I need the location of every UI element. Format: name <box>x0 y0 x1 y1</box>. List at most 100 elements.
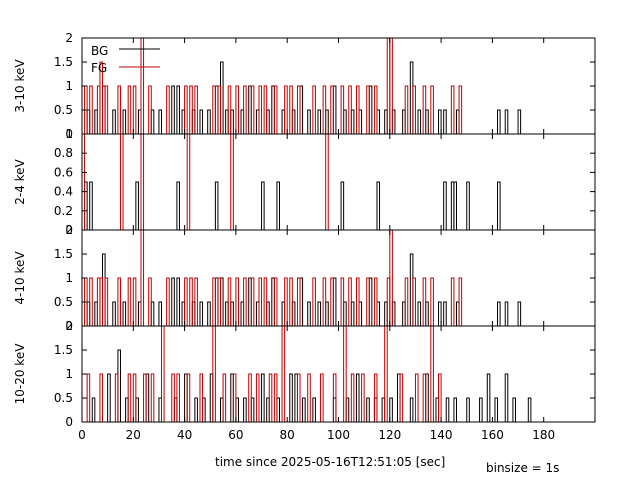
bin-fg <box>399 373 404 422</box>
y-tick-label: 0.5 <box>54 391 73 405</box>
bin-fg <box>89 85 93 134</box>
bin-bg <box>504 109 509 134</box>
bin-bg <box>438 301 442 326</box>
bin-fg <box>330 85 334 134</box>
bin-fg <box>284 277 288 326</box>
y-tick-label: 1 <box>65 367 73 381</box>
bin-bg <box>317 301 322 326</box>
bin-fg <box>450 85 455 134</box>
bin-fg <box>189 85 193 134</box>
bin-fg <box>140 37 145 134</box>
x-tick-label: 20 <box>126 428 141 442</box>
bin-bg <box>122 301 127 326</box>
x-tick-label: 100 <box>327 428 350 442</box>
bin-fg <box>127 85 132 134</box>
bin-fg <box>235 85 239 134</box>
bin-fg <box>166 85 170 134</box>
y-tick-label: 1.5 <box>54 55 73 69</box>
bin-fg <box>412 85 416 134</box>
y-tick-label: 0.5 <box>54 103 73 117</box>
bin-bg <box>453 181 457 230</box>
bin-fg <box>227 277 232 326</box>
panel-frame <box>81 133 596 231</box>
bin-fg <box>258 277 263 326</box>
y-tick-label: 0.4 <box>54 185 73 199</box>
y-tick-label: 1.5 <box>54 247 73 261</box>
bin-fg <box>258 85 263 134</box>
bin-fg <box>430 325 434 422</box>
bin-bg <box>494 397 499 422</box>
bin-bg <box>512 397 516 422</box>
bin-bg <box>479 397 483 422</box>
bin-fg <box>250 85 255 134</box>
bin-bg <box>176 85 180 134</box>
bin-fg <box>332 373 337 422</box>
bin-bg <box>207 109 211 134</box>
bin-fg <box>166 277 170 326</box>
bin-fg <box>148 85 152 134</box>
bin-bg <box>261 181 265 230</box>
bin-fg <box>217 277 222 326</box>
x-tick-label: 120 <box>378 428 401 442</box>
bin-fg <box>184 85 188 134</box>
bin-fg <box>322 277 327 326</box>
y-tick-label: 0.5 <box>54 295 73 309</box>
bin-fg <box>104 277 109 326</box>
bin-fg <box>348 85 352 134</box>
bin-fg <box>143 373 147 422</box>
bin-fg <box>307 373 311 422</box>
bin-fg <box>114 373 119 422</box>
bin-bg <box>466 397 470 422</box>
y-axis-label: 10-20 keV <box>13 343 27 405</box>
bin-fg <box>119 133 124 230</box>
panel-1: 0 0.5 1 1.5 2 3-10 keV <box>13 31 596 141</box>
bin-bg <box>91 397 96 422</box>
bin-bg <box>453 397 457 422</box>
y-tick-label: 2 <box>65 223 73 237</box>
y-axis-label: 4-10 keV <box>13 251 27 305</box>
bin-fg <box>422 85 427 134</box>
x-tick-label: 0 <box>78 428 86 442</box>
y-tick-label: 0.6 <box>54 165 73 179</box>
bin-bg <box>376 181 381 230</box>
x-tick-labels: 0 20 40 60 80 100 120 140 160 180 <box>78 428 555 442</box>
bin-bg <box>340 181 345 230</box>
bin-fg <box>273 277 278 326</box>
legend-entry-bg: BG <box>91 44 108 58</box>
bin-fg <box>450 277 455 326</box>
bin-fg <box>250 277 255 326</box>
x-tick-label: 140 <box>430 428 453 442</box>
bin-fg <box>140 229 145 326</box>
bin-fg <box>186 133 191 230</box>
bin-bg <box>443 181 447 230</box>
bin-fg <box>348 277 352 326</box>
bin-fg <box>127 277 132 326</box>
bin-fg <box>263 85 268 134</box>
bin-fg <box>384 325 388 422</box>
bin-bg <box>289 373 293 422</box>
bin-bg <box>366 397 370 422</box>
bin-fg <box>232 373 237 422</box>
bin-fg <box>458 85 463 134</box>
y-axis-label: 2-4 keV <box>13 158 27 204</box>
bin-fg <box>89 277 93 326</box>
y-axis-label: 3-10 keV <box>13 59 27 113</box>
bin-fg <box>350 373 355 422</box>
legend-entry-fg: FG <box>91 61 107 75</box>
bin-fg <box>235 277 239 326</box>
bin-bg <box>199 109 204 134</box>
bin-fg <box>263 277 268 326</box>
y-tick-label: 0.8 <box>54 146 73 160</box>
bin-fg <box>194 277 198 326</box>
bin-bg <box>317 109 322 134</box>
bin-bg <box>135 181 139 230</box>
bin-fg <box>117 277 121 326</box>
bin-fg <box>161 325 165 422</box>
bin-fg <box>320 373 324 422</box>
bin-fg <box>361 373 365 422</box>
bin-fg <box>117 85 121 134</box>
bin-bg <box>504 373 509 422</box>
bin-fg <box>199 373 204 422</box>
bin-fg <box>243 277 247 326</box>
bin-bg <box>261 373 265 422</box>
